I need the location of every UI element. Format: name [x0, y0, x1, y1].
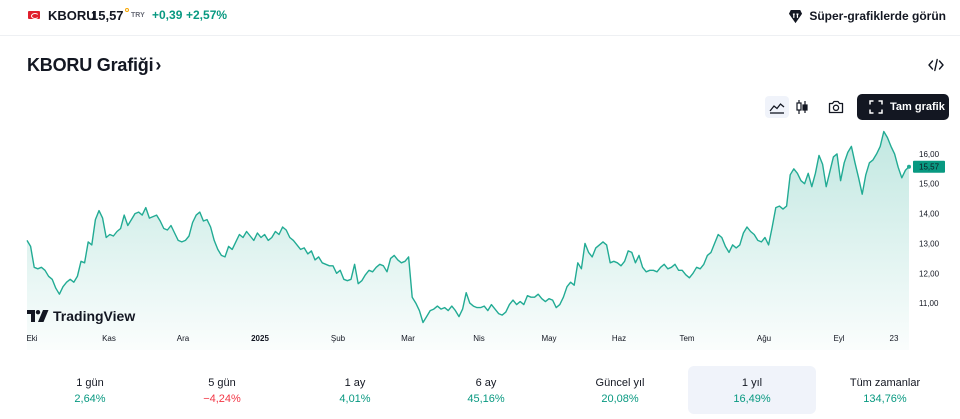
camera-icon	[828, 100, 844, 114]
tradingview-wordmark: TradingView	[53, 308, 136, 324]
x-tick-label: Tem	[679, 334, 694, 343]
symbol-header: KBORU 15,57 TRY +0,39 +2,57% Süper-grafi…	[0, 0, 960, 36]
market-status-icon	[125, 8, 129, 12]
x-tick-label: Eki	[26, 334, 37, 343]
y-tick-label: 12,00	[919, 269, 940, 278]
super-charts-icon	[789, 9, 803, 23]
chart-title-link[interactable]: KBORU Grafiği ›	[27, 55, 161, 76]
x-tick-label: Nis	[473, 334, 485, 343]
x-tick-label: Kas	[102, 334, 116, 343]
x-axis: Eki Kas Ara 2025 Şub Mar Nis May Haz Tem Ağu Eyl 23	[26, 334, 899, 343]
snapshot-button[interactable]	[824, 96, 848, 118]
x-tick-label: Mar	[401, 334, 415, 343]
super-charts-label: Süper-grafiklerde görün	[809, 9, 946, 23]
area-chart-button[interactable]	[765, 96, 789, 118]
tradingview-logo-icon	[27, 310, 49, 322]
period-label: 1 yıl	[741, 377, 763, 389]
embed-code-icon[interactable]	[927, 56, 945, 74]
candles-button[interactable]	[790, 96, 814, 118]
period-tab[interactable]: 6 ay 45,16%	[422, 366, 550, 414]
period-tab[interactable]: 5 gün −4,24%	[158, 366, 286, 414]
last-price-tag: 15,57	[907, 160, 945, 173]
period-label: 1 gün	[76, 377, 104, 389]
y-tick-label: 14,00	[919, 210, 940, 219]
last-price-tag-label: 15,57	[919, 163, 940, 172]
x-tick-label: May	[541, 334, 556, 343]
currency-code: TRY	[131, 12, 145, 19]
x-tick-label: 23	[890, 334, 899, 343]
period-tab[interactable]: 1 gün 2,64%	[26, 366, 154, 414]
y-tick-label: 13,00	[919, 239, 940, 248]
x-tick-label: Eyl	[833, 334, 844, 343]
period-label: 1 ay	[344, 377, 366, 389]
y-axis: 16,00 15,00 14,00 13,00 12,00 11,00	[919, 150, 940, 308]
x-tick-label: Haz	[612, 334, 626, 343]
candles-icon	[796, 100, 808, 114]
period-tab[interactable]: Güncel yıl 20,08%	[556, 366, 684, 414]
chevron-right-icon: ›	[155, 55, 162, 75]
symbol-ticker[interactable]: KBORU	[48, 8, 96, 23]
full-chart-button[interactable]: Tam grafik	[857, 94, 949, 120]
period-change-value: 2,64%	[74, 393, 106, 405]
full-chart-label: Tam grafik	[890, 101, 945, 113]
x-tick-label: 2025	[251, 334, 269, 343]
fullscreen-icon	[869, 100, 883, 114]
period-tab[interactable]: 1 ay 4,01%	[291, 366, 419, 414]
period-label: Tüm zamanlar	[849, 377, 921, 389]
period-change-value: 20,08%	[601, 393, 639, 405]
price-area-fill	[27, 131, 909, 350]
super-charts-link[interactable]: Süper-grafiklerde görün	[788, 6, 946, 26]
x-tick-label: Ağu	[757, 334, 771, 343]
period-change-value: −4,24%	[203, 393, 241, 405]
period-label: 6 ay	[475, 377, 497, 389]
price-change-percent: +2,57%	[186, 8, 228, 22]
y-tick-label: 11,00	[919, 299, 939, 308]
turkey-flag-icon	[28, 11, 40, 19]
period-tab[interactable]: 1 yıl 16,49%	[688, 366, 816, 414]
period-label: Güncel yıl	[595, 377, 645, 389]
x-tick-label: Şub	[331, 334, 346, 343]
period-change-value: 4,01%	[339, 393, 371, 405]
last-price: 15,57	[91, 8, 124, 23]
y-tick-label: 15,00	[919, 180, 940, 189]
page-title: KBORU Grafiği	[27, 55, 154, 75]
period-change-value: 134,76%	[863, 393, 907, 405]
period-tab[interactable]: Tüm zamanlar 134,76%	[821, 366, 949, 414]
period-label: 5 gün	[208, 377, 236, 389]
last-price-tag-bg	[913, 160, 945, 173]
period-performance-bar: 1 gün 2,64% 5 gün −4,24% 1 ay 4,01% 6 ay 45,16%…	[0, 366, 960, 414]
area-chart-icon	[769, 103, 785, 114]
last-price-marker	[907, 164, 911, 169]
price-chart[interactable]: 16,00 15,00 14,00 13,00 12,00 11,00 Eki Kas Ara…	[0, 120, 960, 350]
price-change: +0,39	[152, 8, 183, 22]
x-tick-label: Ara	[177, 334, 190, 343]
tradingview-logo[interactable]: TradingView	[27, 308, 135, 324]
period-change-value: 45,16%	[467, 393, 505, 405]
period-change-value: 16,49%	[733, 393, 771, 405]
price-line	[26, 130, 910, 324]
y-tick-label: 16,00	[919, 150, 940, 159]
